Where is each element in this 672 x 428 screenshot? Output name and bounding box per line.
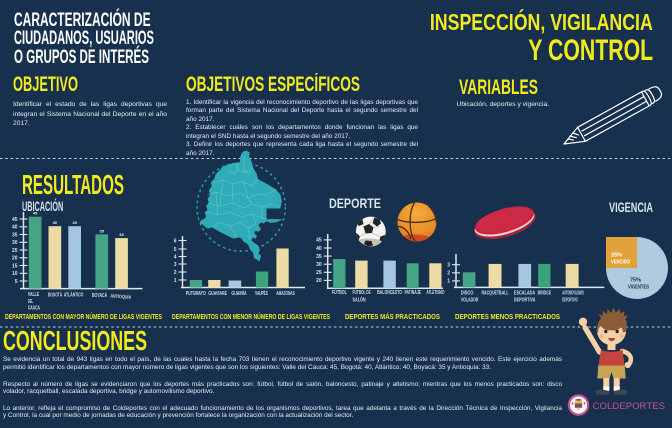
svg-text:VAUPÉS: VAUPÉS <box>255 289 268 297</box>
svg-text:1: 1 <box>174 278 177 284</box>
svg-text:30: 30 <box>12 240 18 246</box>
svg-text:DISCO: DISCO <box>461 291 474 297</box>
svg-text:VENCIDO: VENCIDO <box>611 260 630 266</box>
svg-text:DEL: DEL <box>28 299 33 305</box>
svg-text:20: 20 <box>12 256 18 262</box>
svg-text:GUAINÍA: GUAINÍA <box>231 289 246 297</box>
svg-text:1: 1 <box>447 279 450 285</box>
svg-text:3: 3 <box>174 262 177 268</box>
svg-text:CAUCA: CAUCA <box>28 305 40 311</box>
svg-text:5: 5 <box>15 279 18 285</box>
svg-text:6: 6 <box>174 238 177 244</box>
svg-text:2: 2 <box>447 271 450 277</box>
svg-text:ATLÁNTICO: ATLÁNTICO <box>64 292 84 299</box>
svg-text:40: 40 <box>316 246 322 252</box>
svg-text:COLDEPORTES: COLDEPORTES <box>593 401 665 412</box>
svg-text:DEPORTIVO: DEPORTIVO <box>562 298 578 304</box>
svg-text:25: 25 <box>12 248 18 254</box>
svg-text:ESCALADA: ESCALADA <box>514 291 535 297</box>
svg-text:25%: 25% <box>611 253 622 259</box>
svg-text:GUAVIARE: GUAVIARE <box>208 291 227 297</box>
svg-text:BOGOTÁ: BOGOTÁ <box>48 292 62 299</box>
svg-text:40: 40 <box>72 220 77 225</box>
svg-text:35: 35 <box>12 232 18 238</box>
svg-text:DEPORTIVA: DEPORTIVA <box>514 298 536 304</box>
svg-text:AMAZONAS: AMAZONAS <box>276 291 295 297</box>
svg-text:BRIDGE: BRIDGE <box>538 291 552 297</box>
svg-text:5: 5 <box>174 247 177 253</box>
svg-text:RACQUETBALL: RACQUETBALL <box>482 291 509 297</box>
svg-text:VIGENTES: VIGENTES <box>628 285 649 291</box>
svg-text:ANTIOQUIA: ANTIOQUIA <box>110 293 132 300</box>
svg-text:AUTOMOVILISMO: AUTOMOVILISMO <box>562 291 584 297</box>
svg-text:30: 30 <box>316 262 322 268</box>
svg-text:45: 45 <box>316 238 322 244</box>
svg-text:2: 2 <box>174 270 177 276</box>
svg-text:FÚTBOL DE: FÚTBOL DE <box>353 289 372 296</box>
svg-text:ATLETISMO: ATLETISMO <box>426 290 444 296</box>
svg-text:45: 45 <box>33 211 38 216</box>
svg-text:45: 45 <box>12 217 18 223</box>
svg-text:4: 4 <box>174 254 177 260</box>
svg-text:VOLADOR: VOLADOR <box>461 298 479 304</box>
svg-text:40: 40 <box>53 220 58 225</box>
svg-text:40: 40 <box>12 225 18 231</box>
svg-text:35: 35 <box>99 228 104 233</box>
svg-text:PUTUMAYO: PUTUMAYO <box>186 291 206 297</box>
svg-text:10: 10 <box>12 271 18 277</box>
svg-text:VALLE: VALLE <box>28 292 40 298</box>
svg-text:SALÓN: SALÓN <box>353 295 366 303</box>
svg-text:75%: 75% <box>630 278 641 284</box>
svg-text:BALONCESTO: BALONCESTO <box>377 290 402 296</box>
svg-text:35: 35 <box>316 254 322 260</box>
svg-text:25: 25 <box>316 270 322 276</box>
svg-text:PATINAJE: PATINAJE <box>404 290 421 296</box>
svg-text:3: 3 <box>447 263 450 269</box>
svg-text:33: 33 <box>119 232 124 237</box>
svg-text:20: 20 <box>316 278 322 284</box>
svg-text:FÚTBOL: FÚTBOL <box>332 289 347 296</box>
svg-text:15: 15 <box>12 263 18 269</box>
svg-text:BOYACÁ: BOYACÁ <box>92 292 107 299</box>
